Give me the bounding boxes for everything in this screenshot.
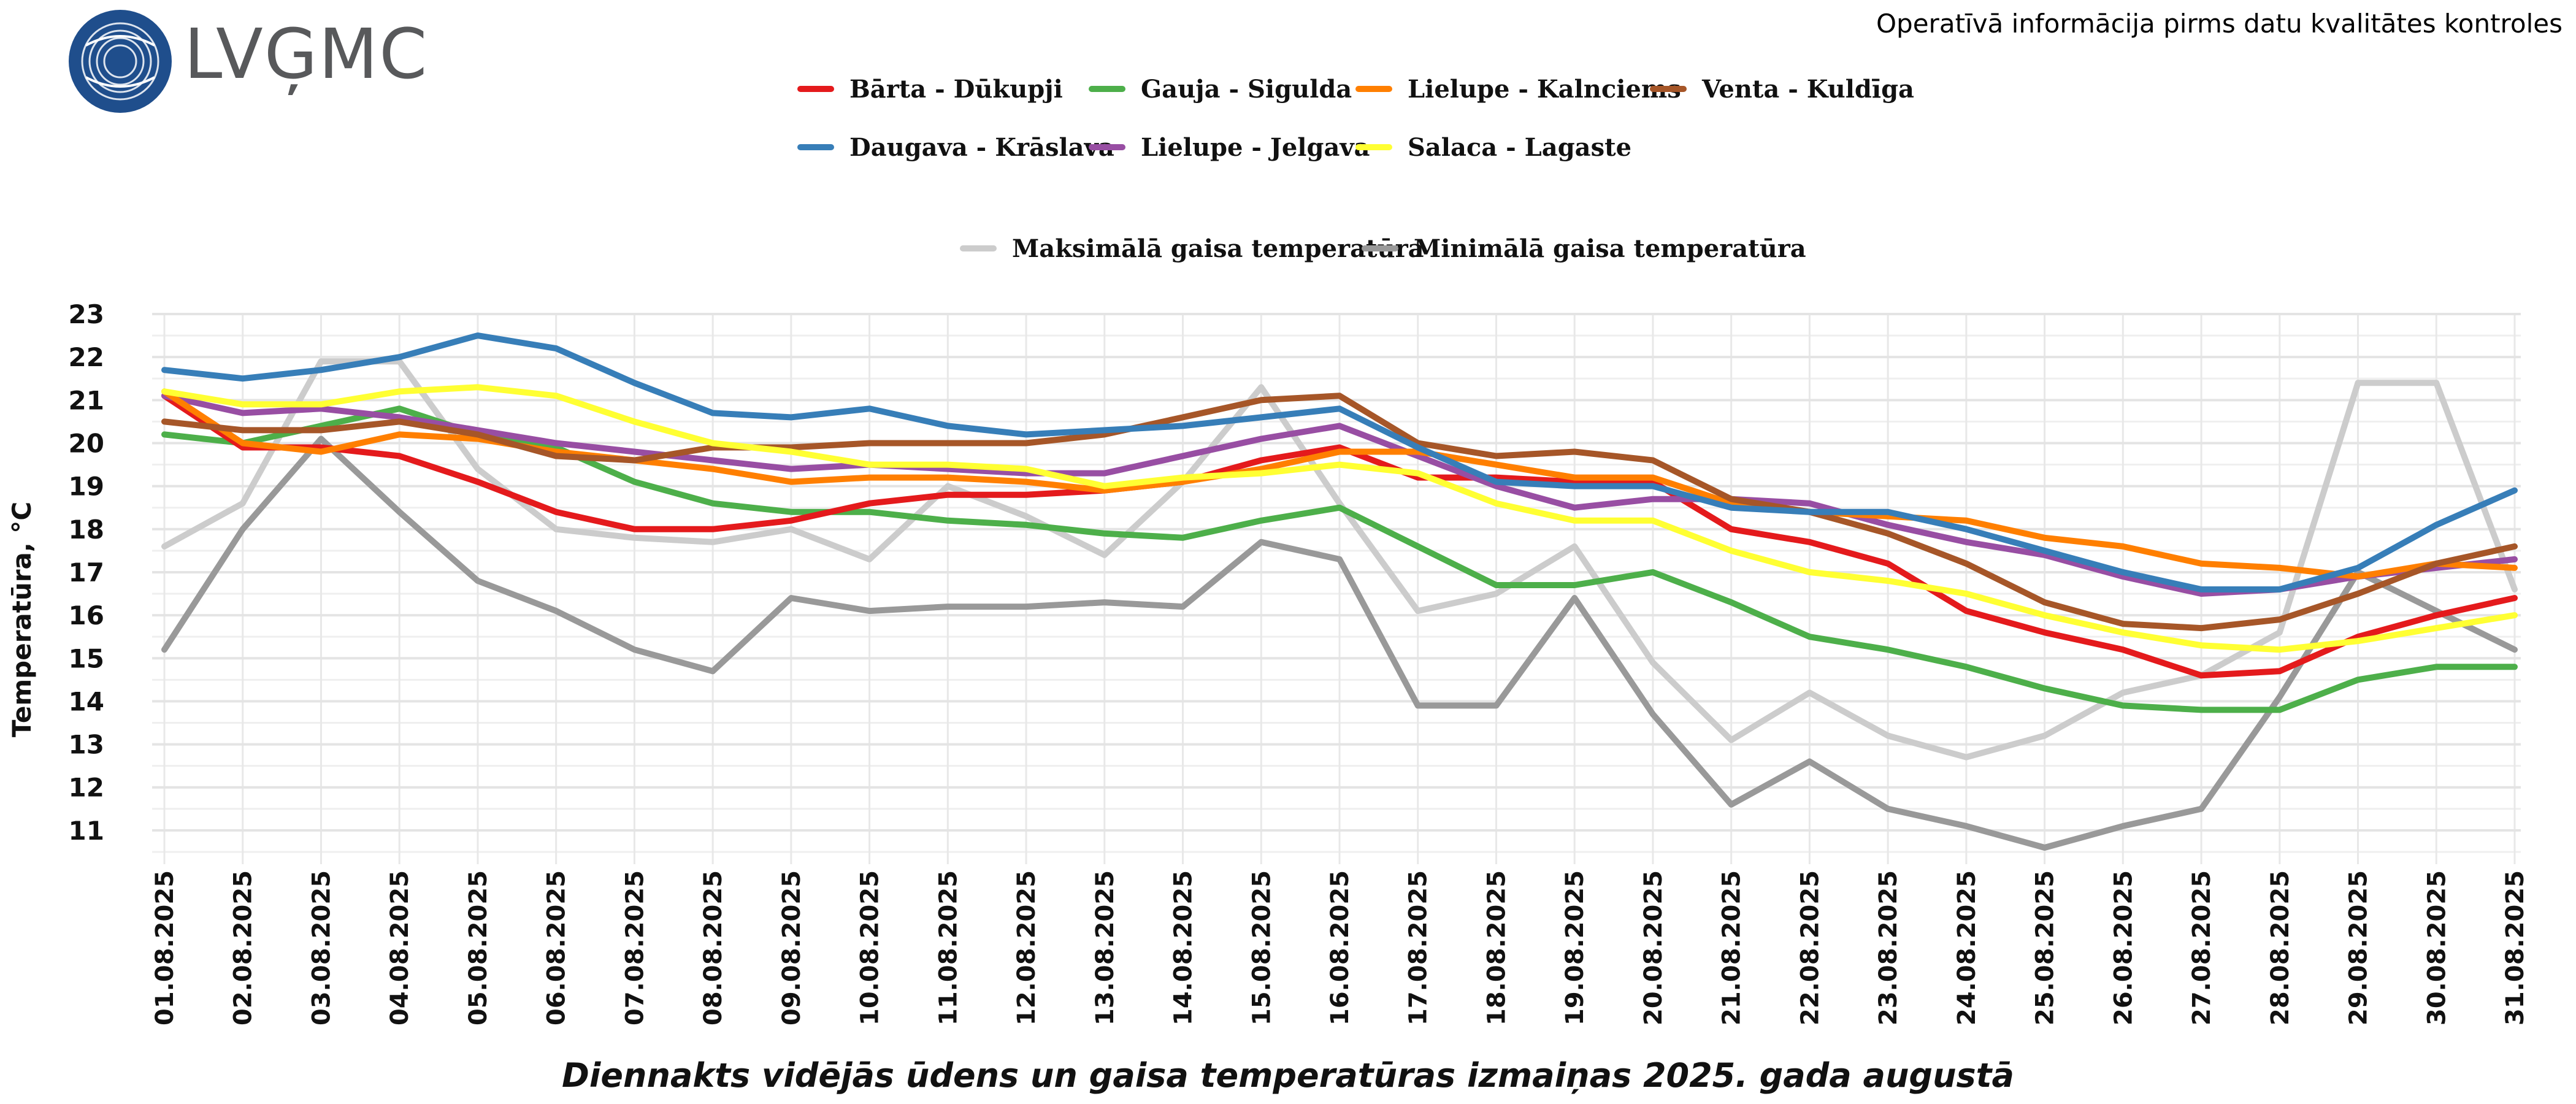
x-tick-label: 23.08.2025 [1874,870,1903,1025]
y-tick-label: 14 [69,686,104,716]
x-tick-label: 08.08.2025 [699,870,727,1025]
x-tick-label: 30.08.2025 [2423,870,2451,1025]
series-line-maksim-l-gaisa-temperat-ra [161,358,2518,761]
y-tick-label: 12 [69,773,104,803]
y-tick-label: 23 [69,299,104,329]
legend-item: Venta - Kuldīga [1650,75,1914,104]
y-tick-label: 13 [69,730,104,760]
x-tick-label: 22.08.2025 [1796,870,1824,1025]
y-tick-label: 20 [69,428,104,458]
x-tick-label: 06.08.2025 [543,870,571,1025]
logo-text: LVĢMC [184,15,429,94]
x-tick-label: 12.08.2025 [1013,870,1041,1025]
x-tick-label: 28.08.2025 [2266,870,2294,1025]
x-tick-label: 15.08.2025 [1248,870,1276,1025]
series-line-salaca-lagaste [161,384,2518,653]
y-tick-label: 17 [69,558,104,588]
legend-item: Salaca - Lagaste [1355,133,1631,162]
y-tick-label: 19 [69,472,104,502]
x-tick-label: 03.08.2025 [307,870,335,1025]
legend-label: Gauja - Sigulda [1141,75,1352,104]
series-line-lielupe-jelgava [161,393,2518,597]
y-axis-label: Temperatūra, °C [7,502,37,737]
series-lines [161,332,2518,851]
y-tick-label: 15 [69,643,104,673]
y-tick-label: 21 [69,385,104,415]
x-tick-label: 01.08.2025 [151,870,179,1025]
x-tick-label: 26.08.2025 [2109,870,2137,1025]
legend-label: Salaca - Lagaste [1408,133,1631,162]
x-tick-label: 07.08.2025 [621,870,649,1025]
x-tick-label: 18.08.2025 [1482,870,1511,1025]
x-tick-label: 09.08.2025 [778,870,806,1025]
chart-legend: Bārta - Dūkupji Gauja - Sigulda Lielupe - … [797,75,1914,263]
x-tick-label: 02.08.2025 [229,870,258,1025]
y-tick-label: 18 [69,515,104,545]
series-line-lielupe-kalnciems [161,388,2518,580]
legend-item: Maksimālā gaisa temperatūra [960,234,1424,263]
legend-label: Maksimālā gaisa temperatūra [1012,234,1424,263]
x-tick-label: 25.08.2025 [2031,870,2060,1025]
x-tick-label: 05.08.2025 [464,870,493,1025]
legend-label: Bārta - Dūkupji [849,75,1063,104]
x-tick-label: 24.08.2025 [1953,870,1981,1025]
legend-item: Lielupe - Jelgava [1089,133,1370,162]
legend-label: Minimālā gaisa temperatūra [1414,234,1806,263]
legend-item: Bārta - Dūkupji [797,75,1063,104]
series-line-gauja-sigulda [161,405,2518,713]
x-axis-ticks: 01.08.2025 02.08.2025 03.08.2025 04.08.2025… [151,870,2529,1025]
legend-item: Lielupe - Kalnciems [1355,75,1681,104]
y-tick-label: 16 [69,600,104,631]
lvgmc-logo-icon [69,10,172,113]
x-tick-label: 13.08.2025 [1091,870,1119,1025]
series-line-venta-kuld-ga [161,393,2518,632]
x-tick-label: 19.08.2025 [1561,870,1589,1025]
x-tick-label: 04.08.2025 [386,870,414,1025]
legend-item: Minimālā gaisa temperatūra [1362,234,1806,263]
x-tick-label: 27.08.2025 [2188,870,2216,1025]
y-tick-label: 22 [69,342,104,372]
series-line-minim-l-gaisa-temperat-ra [161,435,2518,851]
x-tick-label: 16.08.2025 [1326,870,1354,1025]
legend-label: Lielupe - Kalnciems [1408,75,1681,104]
x-tick-label: 20.08.2025 [1639,870,1668,1025]
x-tick-label: 10.08.2025 [856,870,884,1025]
series-line-b-rta-d-kupji [161,393,2518,679]
legend-label: Daugava - Krāslava [849,133,1114,162]
x-tick-label: 11.08.2025 [934,870,962,1025]
y-tick-label: 11 [69,816,104,846]
chart-title: Diennakts vidējās ūdens un gaisa tempera… [562,1056,2014,1095]
x-tick-label: 21.08.2025 [1718,870,1746,1025]
series-line-daugava-kr-slava [161,332,2518,592]
legend-item: Daugava - Krāslava [797,133,1114,162]
legend-label: Venta - Kuldīga [1701,75,1914,104]
x-tick-label: 31.08.2025 [2501,870,2529,1025]
y-axis-ticks: 11 12 13 14 15 16 17 18 19 20 21 22 23 [69,299,104,846]
legend-label: Lielupe - Jelgava [1141,133,1370,162]
x-tick-label: 29.08.2025 [2345,870,2373,1025]
page-subtitle: Operatīvā informācija pirms datu kvalitā… [1876,9,2563,39]
legend-item: Gauja - Sigulda [1089,75,1352,104]
x-tick-label: 14.08.2025 [1170,870,1198,1025]
x-tick-label: 17.08.2025 [1405,870,1433,1025]
